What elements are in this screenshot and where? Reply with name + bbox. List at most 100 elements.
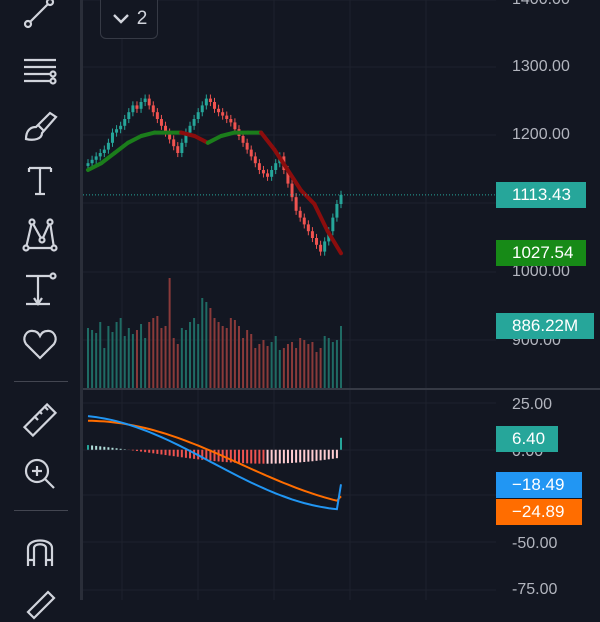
macd-line bbox=[87, 415, 342, 511]
candle bbox=[286, 170, 290, 184]
ma-line-segment bbox=[219, 130, 237, 138]
ma-line-segment bbox=[112, 140, 130, 155]
volume-bar bbox=[152, 318, 155, 388]
favorites-heart-icon[interactable] bbox=[14, 322, 66, 366]
histogram-label: 6.40 bbox=[496, 426, 558, 452]
volume-bar bbox=[295, 348, 298, 388]
candle bbox=[151, 105, 155, 113]
candle bbox=[319, 244, 323, 252]
legend-toggle-button[interactable]: 2 bbox=[100, 0, 158, 39]
price-tick: 1000.00 bbox=[512, 263, 570, 280]
price-tick: 1400.00 bbox=[512, 0, 570, 9]
chart-canvas[interactable] bbox=[0, 0, 600, 600]
zoom-in-icon[interactable] bbox=[14, 452, 66, 496]
candle bbox=[310, 231, 314, 238]
candle bbox=[241, 136, 245, 143]
volume-bar bbox=[193, 318, 196, 388]
candle bbox=[270, 170, 274, 177]
candle bbox=[155, 112, 159, 119]
candle bbox=[225, 115, 229, 119]
volume-bar bbox=[270, 342, 273, 388]
brush-icon[interactable] bbox=[14, 103, 66, 147]
candle bbox=[135, 105, 139, 109]
magnet-icon[interactable] bbox=[14, 528, 66, 572]
candle bbox=[339, 194, 343, 204]
chevron-down-icon bbox=[112, 14, 129, 24]
candle bbox=[159, 119, 163, 126]
candle bbox=[110, 132, 114, 143]
candle bbox=[257, 163, 261, 170]
signal-label: −24.89 bbox=[496, 499, 582, 525]
drawing-toolbar bbox=[0, 0, 80, 620]
text-icon[interactable] bbox=[14, 158, 66, 202]
volume-bar bbox=[246, 330, 249, 388]
pencil-icon[interactable] bbox=[14, 578, 66, 622]
volume-bar bbox=[107, 326, 110, 388]
measure-icon[interactable] bbox=[14, 268, 66, 312]
candle bbox=[290, 183, 294, 198]
toolbar-border bbox=[80, 0, 83, 600]
candle bbox=[164, 125, 168, 133]
volume-bar bbox=[299, 338, 302, 388]
candle bbox=[331, 217, 335, 232]
fib-retracement-icon[interactable] bbox=[14, 48, 66, 92]
macd-label: −18.49 bbox=[496, 472, 582, 498]
ma-line-segment bbox=[125, 134, 144, 145]
volume-bar bbox=[254, 348, 257, 388]
candle bbox=[98, 153, 102, 157]
volume-bar bbox=[250, 334, 253, 388]
trend-line-icon[interactable] bbox=[14, 0, 66, 36]
candle bbox=[233, 122, 237, 130]
candle bbox=[184, 132, 188, 143]
candle bbox=[302, 217, 306, 225]
ruler-icon[interactable] bbox=[14, 398, 66, 442]
volume-bar bbox=[184, 330, 187, 388]
candle bbox=[188, 125, 192, 133]
candle bbox=[204, 98, 208, 106]
last-price-label: 1113.43 bbox=[496, 182, 586, 208]
candle bbox=[213, 102, 216, 109]
candle bbox=[294, 197, 298, 211]
volume-bar bbox=[99, 322, 102, 388]
volume-bar bbox=[278, 350, 281, 388]
price-tick: 1200.00 bbox=[512, 126, 570, 143]
candle bbox=[139, 102, 143, 109]
volume-bar bbox=[307, 344, 310, 388]
candle bbox=[335, 204, 339, 218]
volume-bar bbox=[266, 346, 269, 388]
volume-bar bbox=[205, 302, 208, 388]
volume-bar bbox=[217, 322, 220, 388]
volume-bar bbox=[201, 298, 204, 388]
volume-bar bbox=[221, 326, 224, 388]
volume-bar bbox=[262, 340, 265, 388]
volume-bar bbox=[148, 322, 151, 388]
volume-bar bbox=[115, 322, 118, 388]
candle bbox=[147, 98, 151, 106]
volume-bar bbox=[274, 336, 277, 388]
pattern-icon[interactable] bbox=[14, 212, 66, 256]
candle bbox=[221, 112, 225, 116]
candle bbox=[200, 105, 204, 113]
volume-bar bbox=[286, 344, 289, 388]
candle bbox=[90, 159, 94, 164]
candle bbox=[123, 119, 127, 126]
toolbar-divider bbox=[14, 381, 68, 382]
candle bbox=[119, 125, 123, 130]
volume-bar bbox=[156, 316, 159, 388]
volume-bar bbox=[209, 308, 212, 388]
candle bbox=[253, 156, 257, 164]
volume-bar bbox=[197, 324, 200, 388]
volume-bar bbox=[119, 318, 122, 388]
ma-line-segment bbox=[99, 151, 117, 166]
volume-bar bbox=[303, 340, 306, 388]
volume-label: 886.22M bbox=[496, 313, 594, 339]
candle bbox=[229, 119, 233, 123]
volume-bar bbox=[282, 348, 285, 388]
volume-bar bbox=[172, 338, 175, 388]
ma-value-label: 1027.54 bbox=[496, 240, 586, 266]
volume-bar bbox=[319, 348, 322, 388]
ma-line-segment bbox=[325, 229, 343, 256]
ma-line-segment bbox=[139, 130, 157, 138]
candle bbox=[180, 142, 184, 153]
candle bbox=[86, 163, 90, 166]
